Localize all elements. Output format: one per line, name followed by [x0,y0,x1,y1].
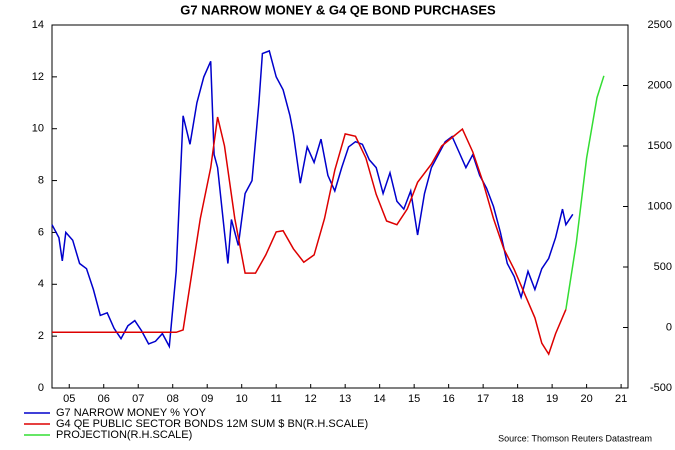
y2-tick-label: 2500 [648,19,672,31]
y-tick-label: 2 [38,330,44,342]
x-tick-label: 05 [63,393,75,405]
y-tick-label: 10 [32,123,44,135]
legend-label: G7 NARROW MONEY % YOY [56,407,207,419]
y-tick-label: 14 [32,19,44,31]
plot-frame [51,24,629,389]
x-tick-label: 07 [132,393,144,405]
legend-label: G4 QE PUBLIC SECTOR BONDS 12M SUM $ BN(R… [56,418,368,430]
x-tick-label: 11 [270,393,281,405]
y2-tick-label: 500 [654,261,672,273]
series-line [51,49,574,350]
y2-tick-label: 2000 [648,79,672,91]
x-tick-label: 09 [201,393,213,405]
x-tick-label: 19 [546,393,558,405]
y2-tick-label: 1500 [648,140,672,152]
x-tick-label: 17 [477,393,489,405]
x-tick-label: 10 [236,393,248,405]
x-tick-label: 15 [408,393,420,405]
y-tick-label: 12 [32,71,44,83]
y-tick-label: 8 [38,174,44,186]
x-tick-label: 21 [615,393,627,405]
x-tick-label: 13 [339,393,351,405]
x-tick-label: 12 [305,393,317,405]
source-note: Source: Thomson Reuters Datastream [498,433,652,443]
y-tick-label: 0 [38,382,44,394]
legend-label: PROJECTION(R.H.SCALE) [56,429,192,441]
series-line [52,116,567,356]
x-tick-label: 18 [512,393,524,405]
y2-tick-label: -500 [650,382,672,394]
x-tick-label: 08 [167,393,179,405]
series-line [565,75,605,310]
y-tick-label: 4 [38,278,44,290]
y-tick-label: 6 [38,226,44,238]
y2-tick-label: 0 [666,321,672,333]
chart-title: G7 NARROW MONEY & G4 QE BOND PURCHASES [180,2,496,17]
x-tick-label: 14 [374,393,386,405]
x-tick-label: 16 [443,393,455,405]
x-tick-label: 06 [98,393,110,405]
x-tick-label: 20 [580,393,592,405]
y2-tick-label: 1000 [648,200,672,212]
